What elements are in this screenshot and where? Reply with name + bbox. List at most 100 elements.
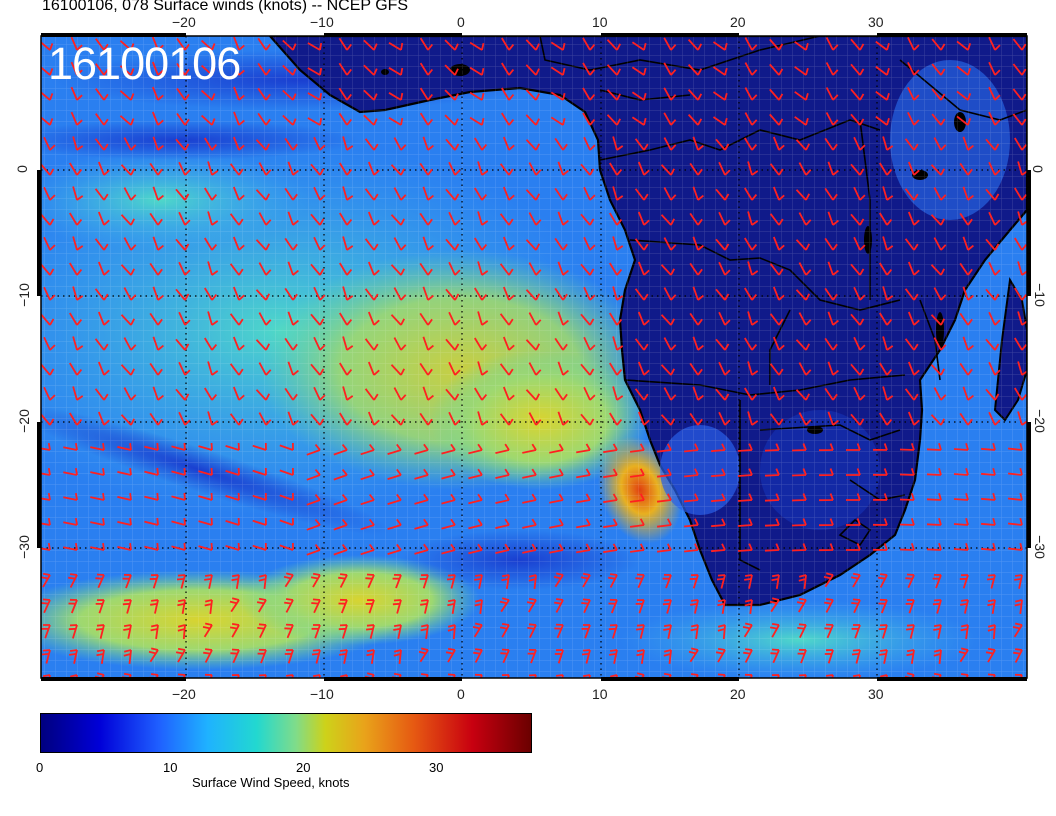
wind-barb	[119, 115, 135, 126]
wind-barb	[744, 187, 758, 201]
wind-barb	[94, 288, 109, 301]
wind-barb	[582, 37, 596, 51]
wind-barb	[554, 287, 568, 301]
wind-barb	[798, 362, 812, 376]
wind-barb	[631, 116, 647, 126]
wind-barb	[284, 598, 294, 613]
wind-barb	[258, 212, 272, 226]
wind-barb	[119, 40, 135, 51]
wind-barb	[988, 311, 1001, 326]
wind-barb	[468, 443, 483, 455]
wind-barb	[477, 411, 489, 426]
colorbar	[40, 713, 532, 753]
wind-barb	[715, 188, 730, 201]
wind-barb	[684, 443, 699, 453]
wind-barb	[283, 572, 294, 588]
wind-barb	[495, 518, 510, 529]
wind-barb	[339, 262, 353, 276]
wind-barb	[606, 114, 621, 126]
wind-barb	[875, 65, 890, 76]
wind-barb	[256, 597, 267, 613]
wind-barb	[287, 211, 299, 226]
wind-barb	[656, 468, 672, 478]
wind-barb	[764, 468, 780, 477]
lat-tick-right: −30	[1031, 535, 1048, 559]
wind-barb	[850, 413, 865, 426]
wind-barb	[338, 624, 348, 639]
wind-barb	[769, 363, 784, 376]
wind-barb	[791, 518, 807, 527]
wind-barb	[899, 443, 915, 451]
wind-barb	[310, 413, 325, 426]
wind-barb	[257, 649, 267, 664]
wind-barb	[175, 188, 190, 201]
wind-barb	[41, 413, 55, 426]
wind-barb	[282, 114, 297, 126]
wind-barb	[660, 264, 675, 276]
wind-barb	[338, 112, 352, 126]
wind-barb	[795, 239, 810, 251]
wind-barb	[338, 37, 352, 51]
wind-barb	[419, 412, 433, 426]
wind-barb	[747, 261, 759, 276]
wind-barb	[414, 443, 429, 455]
wind-barb	[41, 263, 55, 276]
wind-barb	[363, 64, 378, 76]
wind-barb	[63, 542, 78, 551]
wind-barb	[204, 187, 218, 201]
wind-barb	[715, 647, 726, 663]
wind-barb	[95, 113, 109, 126]
wind-barb	[414, 493, 429, 505]
wind-barb	[959, 412, 973, 426]
wind-barb	[798, 162, 812, 176]
wind-barb	[612, 236, 624, 251]
wind-barb	[204, 387, 218, 401]
wind-barb	[392, 599, 402, 614]
wind-barb	[364, 338, 379, 351]
wind-barb	[796, 597, 807, 613]
wind-barb	[177, 624, 186, 639]
wind-barb	[818, 468, 834, 477]
wind-barb	[663, 649, 672, 664]
wind-barb	[1008, 492, 1023, 501]
wind-barb	[931, 88, 946, 101]
wind-barb	[393, 337, 407, 351]
wind-barb	[931, 63, 946, 76]
wind-barb	[198, 442, 213, 451]
wind-barb	[502, 236, 515, 251]
wind-barb	[933, 387, 947, 401]
wind-barb	[207, 311, 219, 326]
wind-barb	[150, 599, 159, 614]
wind-barb	[171, 442, 186, 451]
wind-barb	[931, 38, 946, 51]
wind-barb	[1008, 517, 1023, 526]
wind-barb	[123, 287, 137, 301]
wind-barb	[769, 213, 784, 226]
wind-barb	[985, 647, 996, 663]
wind-barb	[737, 493, 753, 502]
wind-barb	[851, 649, 861, 664]
wind-barb	[926, 518, 942, 526]
wind-barb	[953, 468, 969, 476]
wind-barb	[557, 161, 569, 176]
wind-barb	[171, 467, 186, 476]
wind-barb	[635, 573, 645, 589]
wind-barb	[311, 598, 321, 614]
lon-tick-bottom: 10	[592, 686, 608, 702]
wind-barb	[474, 137, 488, 151]
wind-barb	[583, 236, 596, 251]
wind-barb	[282, 39, 297, 51]
wind-barb	[200, 89, 216, 101]
lon-tick-top: 30	[868, 14, 884, 30]
wind-barb	[687, 38, 703, 51]
wind-barb	[879, 312, 893, 326]
wind-barb	[502, 136, 515, 151]
wind-barb	[441, 493, 456, 505]
wind-barb	[985, 238, 1000, 251]
wind-barb	[824, 137, 838, 151]
wind-barb	[981, 492, 996, 501]
wind-barb	[69, 412, 83, 426]
wind-barb	[795, 389, 810, 401]
wind-barb	[794, 66, 809, 76]
wind-barb	[150, 624, 159, 640]
